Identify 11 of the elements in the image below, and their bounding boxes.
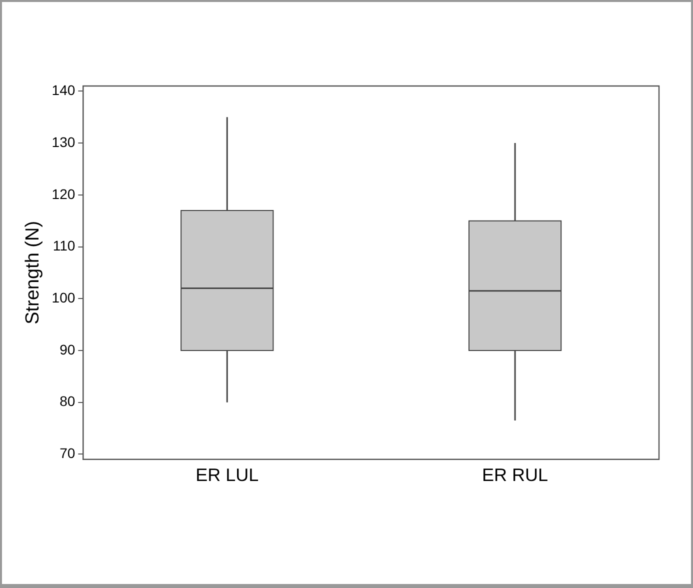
y-tick-label: 100 xyxy=(52,289,76,306)
y-tick-label: 80 xyxy=(60,393,76,410)
y-tick-label: 110 xyxy=(52,238,76,254)
y-axis-title: Strength (N) xyxy=(22,220,44,324)
y-tick-label: 120 xyxy=(52,186,76,202)
y-tick-label: 130 xyxy=(52,134,76,150)
y-tick-label: 140 xyxy=(52,82,76,98)
y-tick-label: 90 xyxy=(60,341,76,358)
x-tick-label: ER RUL xyxy=(482,465,548,486)
x-tick-label: ER LUL xyxy=(196,465,259,486)
y-tick-label: 70 xyxy=(60,445,76,462)
